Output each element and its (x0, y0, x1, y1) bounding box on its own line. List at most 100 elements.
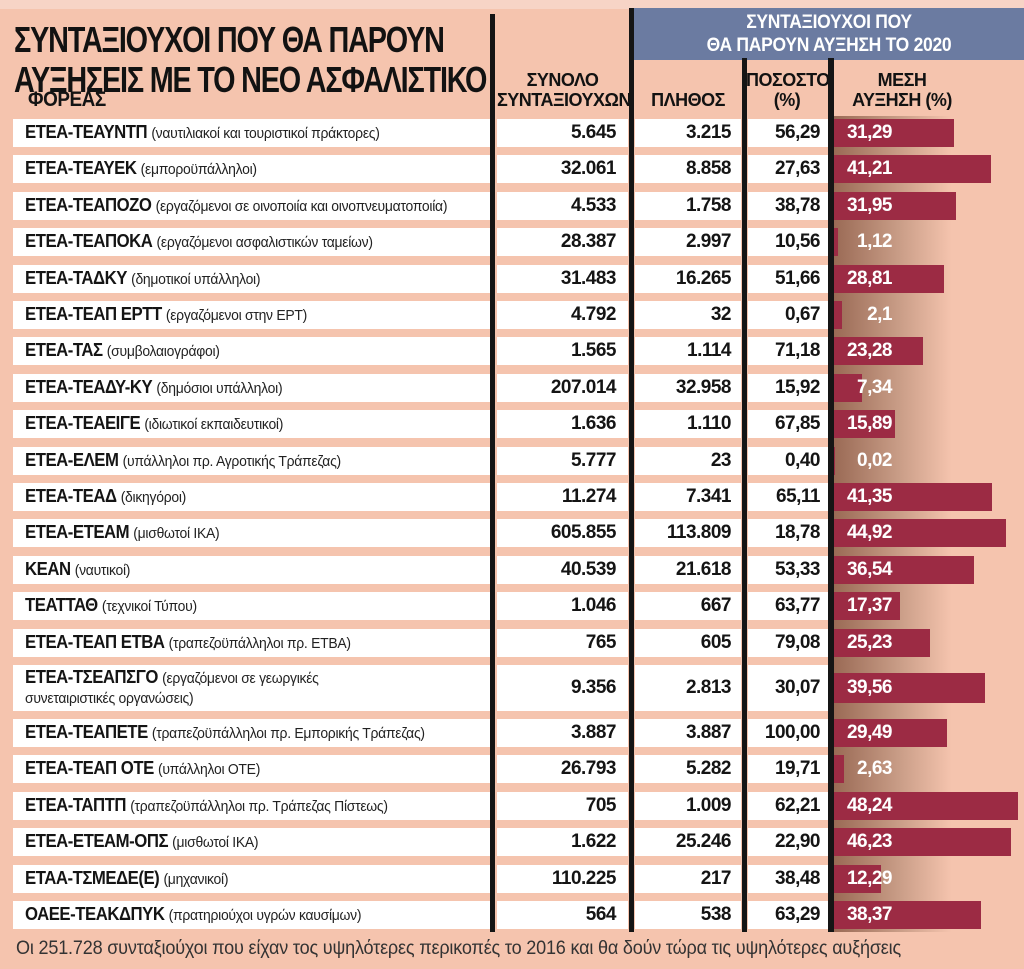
foreas-desc: (εργαζόμενοι σε οινοποιία και οινοπνευμα… (155, 197, 448, 215)
increase-bar-label: 0,02 (857, 449, 892, 471)
table-row-plithos-cell: 32 (635, 301, 741, 329)
foreas-code: ΕΤΕΑ-ΤΕΑΥΕΚ (25, 158, 137, 179)
foreas-code: ΕΤΕΑ-ΤΕΑΠ ΕΡΤΤ (25, 304, 162, 324)
foreas-text: ΕΤΕΑ-ΤΕΑΠ ΕΡΤΤ (εργαζόμενοι στην ΕΡΤ) (25, 304, 307, 326)
col-header-plithos: ΠΛΗΘΟΣ (651, 90, 725, 110)
increase-bar-label: 28,81 (846, 267, 893, 289)
banner-line1: ΣΥΝΤΑΞΙΟΥΧΟΙ ΠΟΥ (746, 12, 912, 33)
foreas-desc: (μηχανικοί) (163, 870, 229, 888)
pososto-value: 10,56 (774, 231, 821, 253)
increase-bar-label: 15,89 (846, 413, 893, 435)
table-row-plithos-cell: 3.215 (635, 119, 741, 147)
table-row-plithos-cell: 1.110 (635, 410, 741, 439)
increase-bar (834, 155, 992, 184)
plithos-value: 538 (700, 904, 732, 925)
plithos-value: 32.958 (675, 376, 732, 398)
table-row-pososto-cell: 67,85 (748, 410, 828, 439)
foreas-code: ΕΤΕΑ-ΤΕΑΠ ΟΤΕ (25, 758, 154, 779)
foreas-text: ΕΤΕΑ-ΤΕΑΥΕΚ (εμποροϋπάλληλοι) (25, 158, 257, 180)
increase-bar (834, 628, 931, 657)
table-row-foreas-cell: ΕΤΕΑ-ΤΕΑΠΟΚΑ (εργαζόμενοι ασφαλιστικών τ… (13, 228, 490, 257)
table-row-foreas-cell: ΕΤΕΑ-ΕΤΕΑΜ-ΟΠΣ (μισθωτοί ΙΚΑ) (13, 828, 490, 857)
foreas-line1: ΕΤΕΑ-ΤΕΑΠΟΚΑ (εργαζόμενοι ασφαλιστικών τ… (25, 231, 373, 253)
table-row-total-cell: 1.046 (497, 592, 628, 621)
table-row-foreas-cell: ΕΤΕΑ-ΤΕΑΔ (δικηγόροι) (13, 483, 490, 511)
plithos-value: 1.110 (687, 413, 732, 435)
foreas-desc: (δημοτικοί υπάλληλοι) (131, 270, 261, 288)
table-row-pososto-cell: 63,77 (748, 592, 828, 621)
foreas-text: ΤΕΑΤΤΑΘ (τεχνικοί Τύπου) (25, 595, 197, 617)
pososto-value: 62,21 (774, 794, 821, 816)
foreas-code: ΕΤΕΑ-ΕΤΕΑΜ (25, 522, 130, 543)
page-title-line1: ΣΥΝΤΑΞΙΟΥΧΟΙ ΠΟΥ ΘΑ ΠΑΡΟΥΝ (14, 19, 445, 60)
increase-bar (834, 719, 947, 747)
table-row-total-cell: 1.565 (497, 337, 628, 366)
increase-bar-label: 31,95 (846, 194, 893, 216)
foreas-code: ΕΤΑΑ-ΤΣΜΕΔΕ(Ε) (25, 867, 160, 888)
table-row-pososto-cell: 0,40 (748, 446, 828, 475)
foreas-code: ΟΑΕΕ-ΤΕΑΚΔΠΥΚ (25, 904, 165, 924)
table-row-total-cell: 5.645 (497, 119, 628, 147)
table-row-total-cell: 26.793 (497, 755, 628, 784)
table-row-total-cell: 605.855 (497, 519, 628, 548)
table-row-plithos-cell: 2.997 (635, 228, 741, 257)
pososto-value: 22,90 (774, 831, 821, 853)
total-value: 207.014 (550, 376, 617, 398)
pososto-value: 51,66 (774, 267, 821, 289)
foreas-line1: ΕΤΕΑ-ΤΕΑΔ (δικηγόροι) (25, 486, 186, 508)
table-row-pososto-cell: 18,78 (748, 519, 828, 548)
table-row-plithos-cell: 8.858 (635, 155, 741, 184)
col-header-pososto-line1: ΠΟΣΟΣΤΟ (746, 70, 830, 90)
table-row-plithos-cell: 538 (635, 901, 741, 929)
total-value: 1.636 (570, 413, 617, 435)
pososto-value: 0,67 (785, 304, 820, 325)
table-row-pososto-cell: 38,78 (748, 191, 828, 220)
increase-bar-label: 12,29 (846, 867, 893, 889)
table-row-total-cell: 9.356 (497, 665, 628, 711)
foreas-desc: (δικηγόροι) (120, 489, 187, 506)
table-row-total-cell: 32.061 (497, 155, 628, 184)
increase-bar-label: 38,37 (846, 904, 893, 925)
increase-bar-label: 17,37 (846, 595, 893, 617)
table-row-foreas-cell: ΕΤΑΑ-ΤΣΜΕΔΕ(Ε) (μηχανικοί) (13, 864, 490, 893)
foreas-code: ΕΤΕΑ-ΤΑΠΤΠ (25, 794, 127, 815)
table-row-plithos-cell: 7.341 (635, 483, 741, 511)
col-header-foreas: ΦΟΡΕΑΣ (28, 88, 106, 111)
table-row-pososto-cell: 62,21 (748, 791, 828, 820)
col-header-mesi-ayxisi: ΜΕΣΗ ΑΥΞΗΣΗ (%) (836, 70, 968, 110)
plithos-value: 5.282 (685, 758, 732, 780)
foreas-desc: (πρατηριούχοι υγρών καυσίμων) (168, 907, 362, 924)
foreas-line1: ΕΤΕΑ-ΤΑΔΚΥ (δημοτικοί υπάλληλοι) (25, 268, 261, 290)
increase-bar (834, 828, 1011, 857)
foreas-text: ΕΤΕΑ-ΤΑΔΚΥ (δημοτικοί υπάλληλοι) (25, 268, 261, 290)
table-row-foreas-cell: ΕΤΕΑ-ΤΑΠΤΠ (τραπεζοϋπάλληλοι πρ. Τράπεζα… (13, 791, 490, 820)
foreas-line1: ΕΤΕΑ-ΤΣΕΑΠΣΓΟ (εργαζόμενοι σε γεωργικές (25, 667, 319, 689)
increase-bar-label: 2,1 (867, 304, 892, 325)
foreas-code: ΕΤΕΑ-ΤΕΑΠΕΤΕ (25, 722, 148, 742)
increase-bar (834, 483, 992, 511)
foreas-code: ΕΤΕΑ-ΤΣΕΑΠΣΓΟ (25, 667, 158, 687)
foreas-code: ΕΤΕΑ-ΕΤΕΑΜ-ΟΠΣ (25, 831, 169, 852)
increase-bar-label: 25,23 (846, 631, 893, 653)
table-row-total-cell: 4.792 (497, 301, 628, 329)
table-row-total-cell: 31.483 (497, 264, 628, 293)
foreas-line1: ΕΤΕΑ-ΕΤΕΑΜ-ΟΠΣ (μισθωτοί ΙΚΑ) (25, 831, 259, 853)
foreas-text: ΕΤΕΑ-ΕΤΕΑΜ (μισθωτοί ΙΚΑ) (25, 522, 220, 544)
table-row-total-cell: 765 (497, 628, 628, 657)
table-row-total-cell: 40.539 (497, 555, 628, 584)
table-row-foreas-cell: ΕΤΕΑ-ΤΕΑΥΝΤΠ (ναυτιλιακοί και τουριστικο… (13, 119, 490, 147)
table-row-pososto-cell: 27,63 (748, 155, 828, 184)
table-row-foreas-cell: ΕΤΕΑ-ΤΕΑΕΙΓΕ (ιδιωτικοί εκπαιδευτικοί) (13, 410, 490, 439)
table-row-total-cell: 4.533 (497, 191, 628, 220)
pososto-value: 0,40 (785, 449, 820, 471)
plithos-value: 3.215 (685, 122, 732, 143)
pososto-value: 56,29 (774, 122, 821, 143)
foreas-code: ΕΤΕΑ-ΤΕΑΠΟΖΟ (25, 194, 152, 215)
foreas-code: ΚΕΑΝ (25, 558, 71, 579)
foreas-desc: (εργαζόμενοι στην ΕΡΤ) (165, 307, 308, 324)
pososto-value: 27,63 (774, 158, 821, 180)
foreas-desc: (συμβολαιογράφοι) (106, 343, 220, 361)
increase-bar (834, 373, 862, 402)
foreas-desc: (εμποροϋπάλληλοι) (140, 161, 257, 179)
table-row-foreas-cell: ΕΤΕΑ-ΤΑΣ (συμβολαιογράφοι) (13, 337, 490, 366)
